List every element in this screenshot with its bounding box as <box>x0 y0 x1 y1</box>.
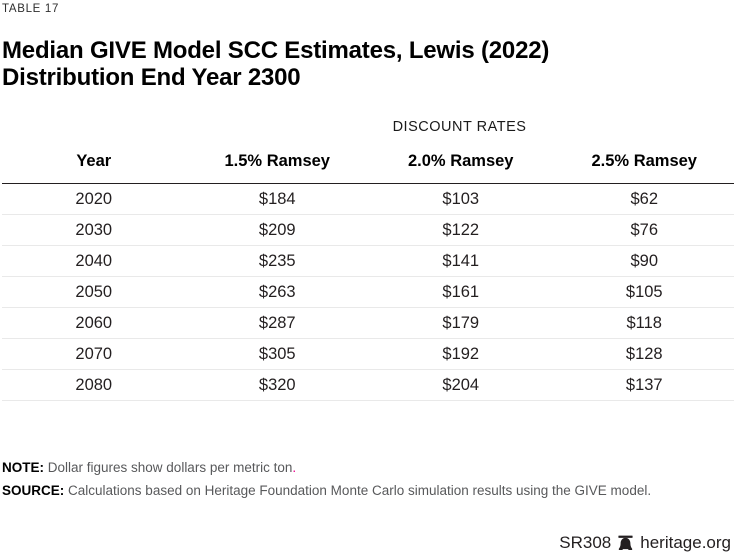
note-label: NOTE: <box>2 460 44 476</box>
value-cell: $62 <box>552 183 734 216</box>
table-number-kicker: TABLE 17 <box>2 3 60 15</box>
report-id: SR308 <box>559 533 612 552</box>
value-cell: $105 <box>552 276 734 309</box>
value-cell: $118 <box>552 307 734 340</box>
value-cell: $305 <box>185 338 369 371</box>
accent-period: . <box>292 460 297 476</box>
table-title: Median GIVE Model SCC Estimates, Lewis (… <box>2 37 734 91</box>
year-cell: 2040 <box>2 245 186 278</box>
value-cell: $320 <box>185 369 369 402</box>
table-row: 2070 $305 $192 $128 <box>2 338 734 371</box>
source-line: SOURCE: Calculations based on Heritage F… <box>2 480 734 503</box>
value-cell: $263 <box>185 276 369 309</box>
page-footer: SR308 heritage.org <box>559 533 731 553</box>
column-header-year: Year <box>2 146 186 185</box>
table-title-line-1: Median GIVE Model SCC Estimates, Lewis (… <box>2 37 550 64</box>
column-header-1-5-ramsey: 1.5% Ramsey <box>185 146 369 185</box>
table-body: 2020 $184 $103 $62 2030 $209 $122 $76 2040 $235 $1… <box>2 183 734 402</box>
table-row: 2030 $209 $122 $76 <box>2 214 734 247</box>
site-url: heritage.org <box>640 533 731 552</box>
value-cell: $235 <box>185 245 369 278</box>
note-text: Dollar figures show dollars per metric t… <box>44 460 293 476</box>
value-cell: $287 <box>185 307 369 340</box>
source-text: Calculations based on Heritage Foundatio… <box>64 483 652 499</box>
value-cell: $179 <box>369 307 553 340</box>
value-cell: $184 <box>185 183 369 216</box>
year-cell: 2030 <box>2 214 186 247</box>
column-header-2-5-ramsey: 2.5% Ramsey <box>552 146 734 185</box>
value-cell: $76 <box>552 214 734 247</box>
year-cell: 2020 <box>2 183 186 216</box>
value-cell: $209 <box>185 214 369 247</box>
table-row: 2050 $263 $161 $105 <box>2 276 734 309</box>
discount-rates-group-header: DISCOUNT RATES <box>392 119 527 136</box>
notes-block: NOTE: Dollar figures show dollars per me… <box>2 457 734 503</box>
column-header-2-0-ramsey: 2.0% Ramsey <box>369 146 553 185</box>
value-cell: $103 <box>369 183 553 216</box>
value-cell: $161 <box>369 276 553 309</box>
table-header: Year 1.5% Ramsey 2.0% Ramsey 2.5% Ramsey <box>2 146 734 185</box>
year-cell: 2050 <box>2 276 186 309</box>
value-cell: $128 <box>552 338 734 371</box>
value-cell: $137 <box>552 369 734 402</box>
table-title-line-2: Distribution End Year 2300 <box>2 64 301 92</box>
note-line: NOTE: Dollar figures show dollars per me… <box>2 457 734 480</box>
liberty-bell-icon <box>617 535 634 551</box>
table-row: 2080 $320 $204 $137 <box>2 369 734 402</box>
year-cell: 2060 <box>2 307 186 340</box>
source-label: SOURCE: <box>2 483 65 499</box>
value-cell: $192 <box>369 338 553 371</box>
value-cell: $141 <box>369 245 553 278</box>
year-cell: 2080 <box>2 369 186 402</box>
year-cell: 2070 <box>2 338 186 371</box>
table-header-row: Year 1.5% Ramsey 2.0% Ramsey 2.5% Ramsey <box>2 146 734 185</box>
table-row: 2060 $287 $179 $118 <box>2 307 734 340</box>
value-cell: $204 <box>369 369 553 402</box>
value-cell: $122 <box>369 214 553 247</box>
value-cell: $90 <box>552 245 734 278</box>
scc-estimates-table: Year 1.5% Ramsey 2.0% Ramsey 2.5% Ramsey… <box>2 146 734 402</box>
table-row: 2020 $184 $103 $62 <box>2 183 734 216</box>
table-row: 2040 $235 $141 $90 <box>2 245 734 278</box>
